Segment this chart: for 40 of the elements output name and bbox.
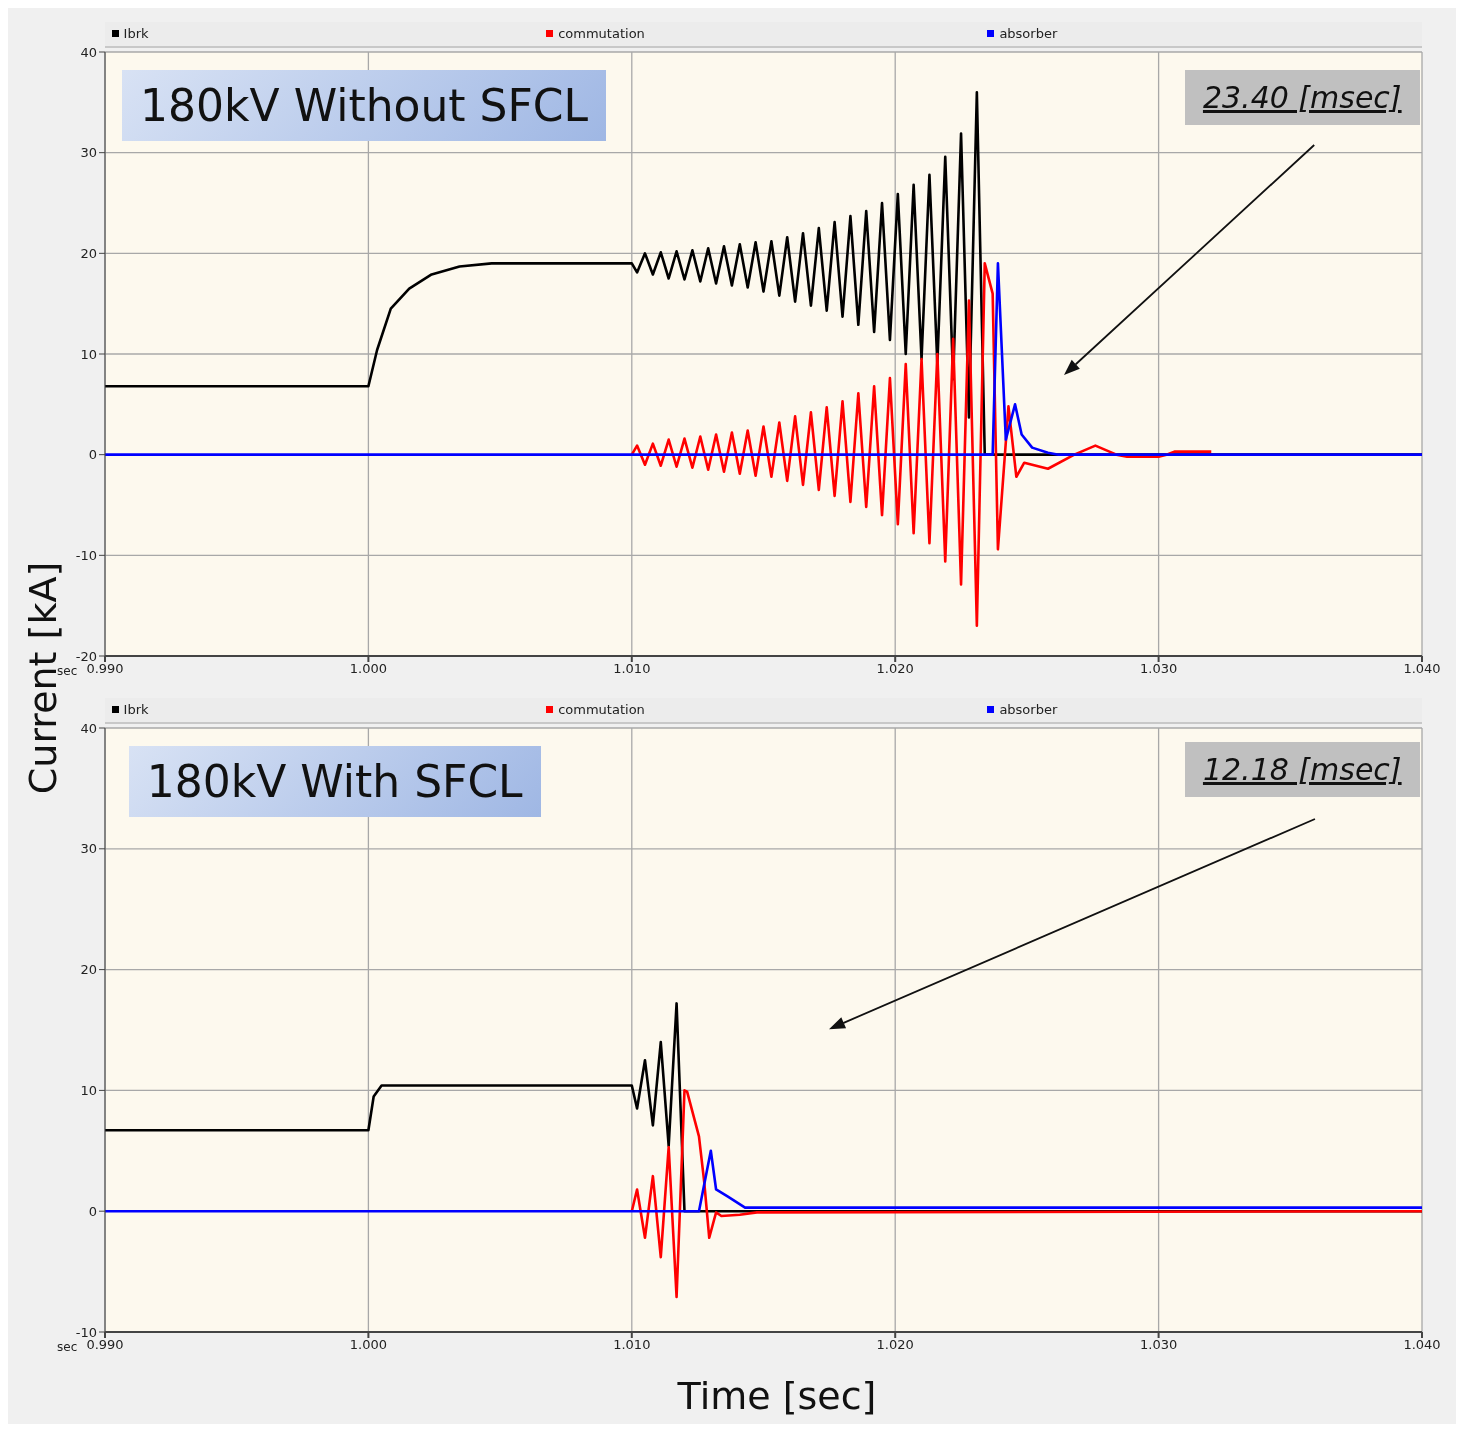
x-tick-label: 1.030 — [1139, 661, 1178, 677]
y-tick-label: 10 — [80, 346, 97, 362]
line-series — [630, 262, 1213, 628]
legend-label: absorber — [999, 26, 1058, 41]
legend-label: commutation — [558, 702, 645, 717]
y-tick-label: 0 — [88, 1203, 97, 1219]
x-tick-label: 1.030 — [1139, 1337, 1178, 1353]
x-tick-label: 1.010 — [613, 1337, 651, 1353]
x-axis-title: Time [sec] — [676, 1374, 878, 1418]
legend-label: Ibrk — [123, 26, 149, 41]
x-tick-label: 1.010 — [613, 661, 651, 677]
line-series — [105, 1149, 1422, 1213]
x-tick-label: 0.990 — [86, 1337, 124, 1353]
legend-label: Ibrk — [123, 702, 149, 717]
note-box: 23.40 [msec] — [1184, 70, 1420, 126]
x-tick-label: 1.020 — [876, 1337, 914, 1353]
y-tick-label: 10 — [80, 1083, 97, 1099]
x-tick-label: 1.040 — [1403, 661, 1441, 677]
y-tick-label: 30 — [80, 841, 97, 857]
y-tick-label: 20 — [80, 962, 97, 978]
y-tick-label: 0 — [88, 447, 97, 463]
y-tick-label: -10 — [75, 1324, 97, 1340]
text: 180kV With SFCL — [128, 746, 541, 818]
x-tick-label: 1.040 — [1403, 1337, 1441, 1353]
text: sec — [57, 664, 78, 678]
y-tick-label: -10 — [75, 547, 97, 563]
x-tick-label: 1.020 — [876, 661, 914, 677]
y-tick-label: 20 — [80, 245, 97, 261]
y-tick-label: 30 — [80, 145, 97, 161]
y-tick-label: -20 — [75, 648, 97, 664]
line-series — [630, 1089, 1422, 1299]
x-tick-label: 1.000 — [349, 661, 388, 677]
legend-label: commutation — [558, 26, 645, 41]
line-series — [105, 262, 1422, 456]
x-tick-label: 0.990 — [86, 661, 124, 677]
note-box: 12.18 [msec] — [1184, 741, 1420, 797]
x-tick-label: 1.000 — [349, 1337, 388, 1353]
text: sec — [57, 1340, 78, 1354]
text: 180kV Without SFCL — [122, 70, 607, 142]
legend-label: absorber — [999, 702, 1058, 717]
